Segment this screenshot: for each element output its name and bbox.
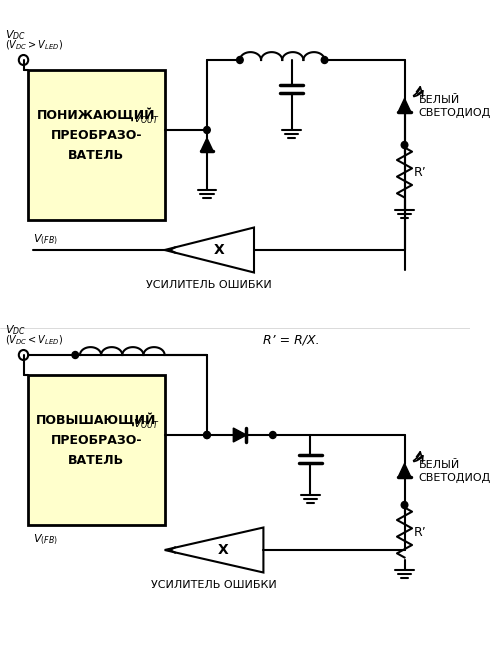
Circle shape <box>401 142 408 148</box>
Text: ВАТЕЛЬ: ВАТЕЛЬ <box>68 148 124 162</box>
Text: БЕЛЫЙ: БЕЛЫЙ <box>418 95 460 105</box>
Text: ПОВЫШАЮЩИЙ: ПОВЫШАЮЩИЙ <box>36 413 156 427</box>
Text: ПРЕОБРАЗО-: ПРЕОБРАЗО- <box>50 434 142 446</box>
FancyBboxPatch shape <box>28 375 164 525</box>
Polygon shape <box>234 428 246 442</box>
Text: ПРЕОБРАЗО-: ПРЕОБРАЗО- <box>50 128 142 142</box>
Text: R’ = R/X.: R’ = R/X. <box>264 334 320 346</box>
Circle shape <box>322 57 328 63</box>
Circle shape <box>204 126 210 134</box>
Circle shape <box>204 432 210 438</box>
Text: $V_{(FB)}$: $V_{(FB)}$ <box>33 232 58 247</box>
Circle shape <box>401 501 408 509</box>
Text: $V_{DC}$: $V_{DC}$ <box>4 28 25 42</box>
Circle shape <box>236 57 243 63</box>
Text: R’: R’ <box>414 526 426 539</box>
Polygon shape <box>201 138 213 151</box>
Text: $V_{DC}$: $V_{DC}$ <box>4 323 25 337</box>
Text: $(V_{DC} > V_{LED})$: $(V_{DC} > V_{LED})$ <box>4 39 62 52</box>
Text: УСИЛИТЕЛЬ ОШИБКИ: УСИЛИТЕЛЬ ОШИБКИ <box>151 580 277 590</box>
Text: $V_{OUT}$: $V_{OUT}$ <box>134 417 160 431</box>
Text: СВЕТОДИОД: СВЕТОДИОД <box>418 473 491 483</box>
Circle shape <box>270 432 276 438</box>
Text: X: X <box>214 243 224 257</box>
Text: $V_{OUT}$: $V_{OUT}$ <box>134 112 160 126</box>
Text: $(V_{DC} < V_{LED})$: $(V_{DC} < V_{LED})$ <box>4 333 62 347</box>
FancyBboxPatch shape <box>28 70 164 220</box>
Text: БЕЛЫЙ: БЕЛЫЙ <box>418 460 460 470</box>
Text: R’: R’ <box>414 166 426 179</box>
Text: $V_{(FB)}$: $V_{(FB)}$ <box>33 533 58 547</box>
Circle shape <box>204 432 210 438</box>
Text: ПОНИЖАЮЩИЙ: ПОНИЖАЮЩИЙ <box>37 108 156 122</box>
Text: ВАТЕЛЬ: ВАТЕЛЬ <box>68 454 124 467</box>
Text: СВЕТОДИОД: СВЕТОДИОД <box>418 108 491 118</box>
Text: УСИЛИТЕЛЬ ОШИБКИ: УСИЛИТЕЛЬ ОШИБКИ <box>146 280 272 290</box>
Polygon shape <box>398 464 410 477</box>
Text: X: X <box>218 543 229 557</box>
Polygon shape <box>398 98 410 112</box>
Circle shape <box>72 352 78 358</box>
